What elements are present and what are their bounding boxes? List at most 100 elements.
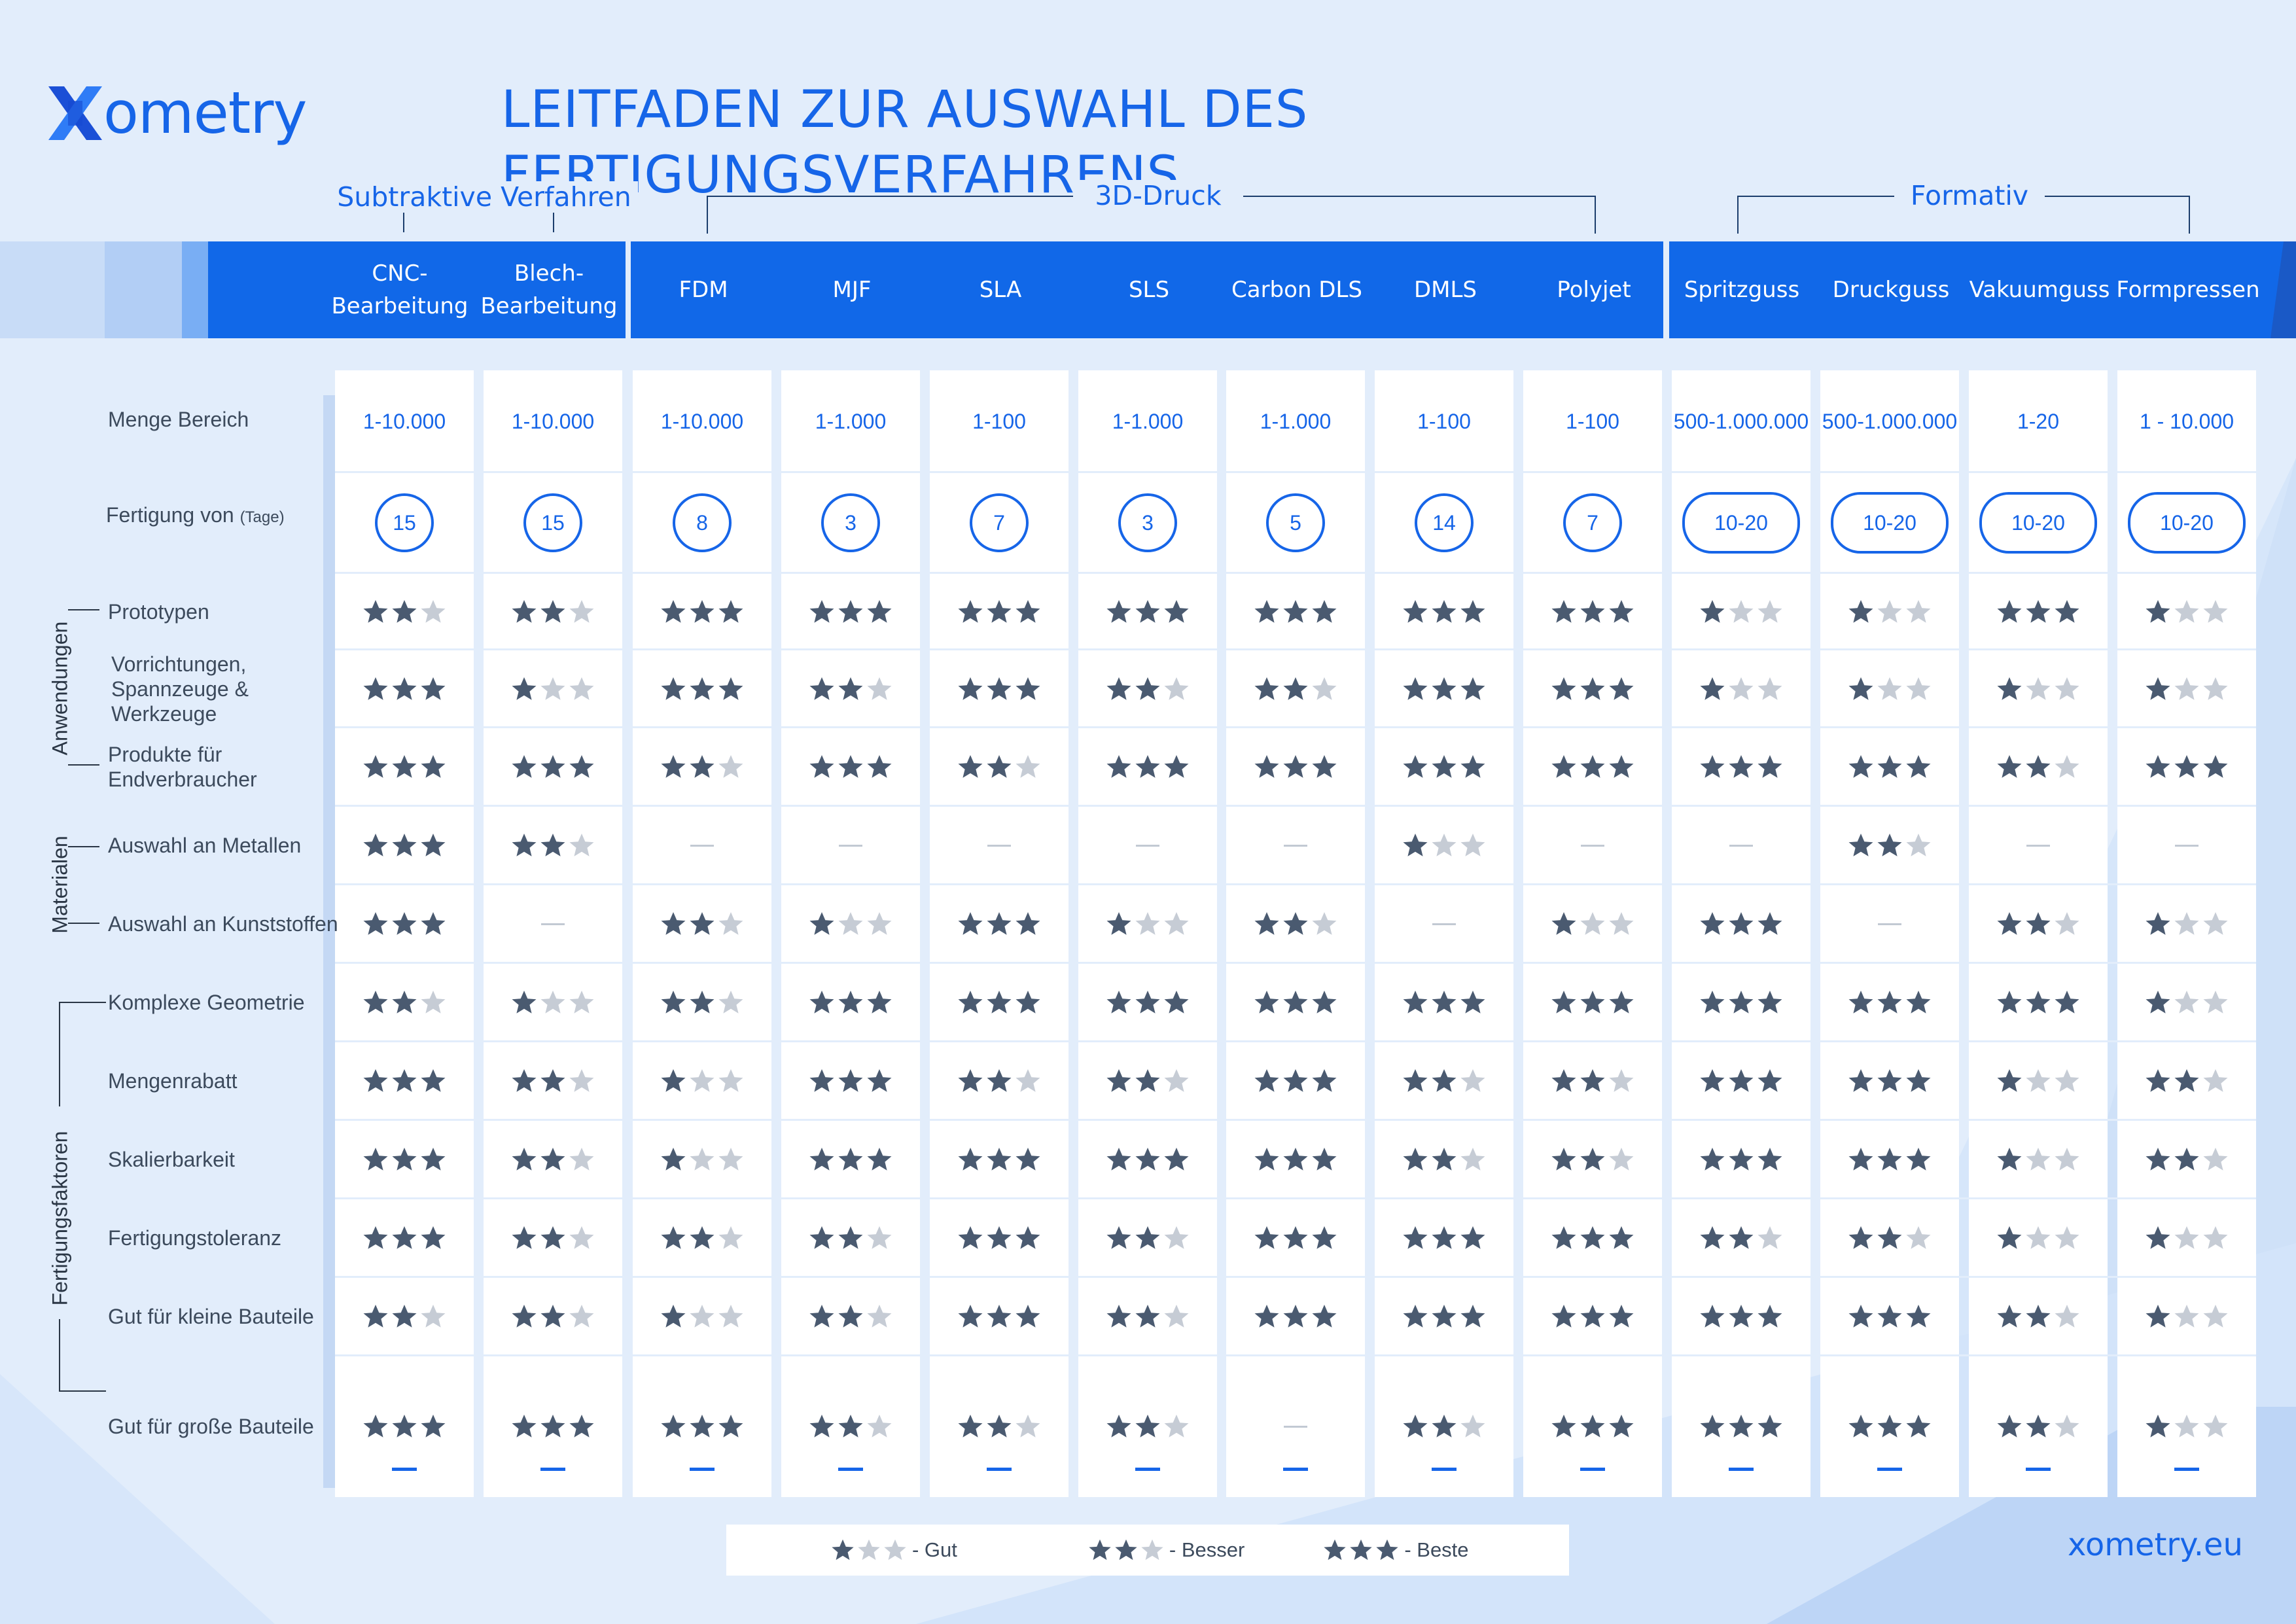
star-filled-icon xyxy=(987,599,1012,623)
star-filled-icon xyxy=(1432,991,1457,1014)
days-badge: 15 xyxy=(375,493,434,552)
rating-cell xyxy=(1672,1356,1810,1497)
star-empty-icon xyxy=(2055,1069,2079,1092)
star-empty-icon xyxy=(1016,755,1040,778)
star-filled-icon xyxy=(2174,1069,2199,1092)
star-filled-icon xyxy=(1551,755,1576,778)
star-filled-icon xyxy=(1997,755,2022,778)
rating-cell xyxy=(930,1199,1069,1277)
star-empty-icon xyxy=(1609,1148,1634,1171)
star-filled-icon xyxy=(363,1226,388,1249)
days-cell: 5 xyxy=(1226,472,1365,573)
rating-cell xyxy=(633,650,771,728)
days-badge: 3 xyxy=(821,493,880,552)
rating-stars xyxy=(1254,1303,1337,1330)
star-filled-icon xyxy=(512,1069,537,1092)
rating-stars xyxy=(1699,676,1783,702)
rating-stars xyxy=(362,1225,446,1251)
rating-cell xyxy=(484,1199,622,1277)
rating-stars xyxy=(1402,676,1486,702)
star-filled-icon xyxy=(1997,1226,2022,1249)
star-filled-icon xyxy=(540,1415,565,1438)
star-filled-icon xyxy=(1700,677,1725,700)
star-filled-icon xyxy=(1403,755,1428,778)
not-applicable-dash xyxy=(2175,844,2199,847)
rating-stars xyxy=(1254,1146,1337,1173)
rating-stars xyxy=(362,832,446,858)
rating-stars xyxy=(1996,1303,2080,1330)
column-end-dash xyxy=(690,1467,715,1471)
column-header: Polyjet xyxy=(1557,277,1631,303)
star-filled-icon xyxy=(2146,1305,2170,1328)
row-divider xyxy=(335,726,2256,728)
rating-cell xyxy=(1969,650,2108,728)
rating-cell xyxy=(1820,650,1959,728)
column-end-marker xyxy=(781,1439,920,1498)
star-filled-icon xyxy=(987,1069,1012,1092)
rating-stars xyxy=(1106,1146,1190,1173)
column-header: Spritzguss xyxy=(1684,277,1800,303)
star-filled-icon xyxy=(1729,1305,1754,1328)
star-filled-icon xyxy=(421,1069,446,1092)
column-header: CNC- Bearbeitung xyxy=(331,260,468,319)
days-cell: 7 xyxy=(1523,472,1662,573)
rating-stars xyxy=(511,832,595,858)
legend-label: - Besser xyxy=(1169,1538,1245,1561)
rating-stars xyxy=(957,754,1041,780)
star-filled-icon xyxy=(421,755,446,778)
rating-stars xyxy=(1996,989,2080,1015)
star-filled-icon xyxy=(1016,912,1040,935)
star-filled-icon xyxy=(1135,755,1160,778)
star-filled-icon xyxy=(1016,1148,1040,1171)
rating-cell xyxy=(335,1356,474,1497)
rating-stars xyxy=(660,1225,744,1251)
rating-stars xyxy=(1106,1303,1190,1330)
star-empty-icon xyxy=(1906,834,1931,856)
star-filled-icon xyxy=(363,991,388,1014)
rating-cell xyxy=(1672,806,1810,885)
rating-stars xyxy=(1848,676,1932,702)
rating-cell xyxy=(1820,885,1959,963)
star-filled-icon xyxy=(958,991,983,1014)
row-divider xyxy=(335,962,2256,964)
logo-wordmark: ometry xyxy=(103,79,307,147)
row-label-rating: Auswahl an Kunststoffen xyxy=(108,912,338,936)
star-empty-icon xyxy=(1757,677,1782,700)
star-empty-icon xyxy=(1460,1148,1485,1171)
star-filled-icon xyxy=(1609,677,1634,700)
rating-cell xyxy=(1672,650,1810,728)
star-filled-icon xyxy=(512,834,537,856)
website-link[interactable]: xometry.eu xyxy=(2068,1527,2243,1563)
rating-cell xyxy=(335,728,474,806)
star-filled-icon xyxy=(1283,755,1308,778)
column-end-dash xyxy=(1580,1467,1605,1471)
star-filled-icon xyxy=(1997,991,2022,1014)
column-end-dash xyxy=(987,1467,1012,1471)
header-band-3d-druck xyxy=(631,241,1663,338)
star-filled-icon xyxy=(1312,1148,1337,1171)
star-filled-icon xyxy=(1106,1415,1131,1438)
star-empty-icon xyxy=(2174,599,2199,623)
star-filled-icon xyxy=(1403,1415,1428,1438)
rating-stars xyxy=(1848,1413,1932,1439)
star-filled-icon xyxy=(540,1069,565,1092)
star-filled-icon xyxy=(1997,599,2022,623)
star-filled-icon xyxy=(2174,755,2199,778)
star-filled-icon xyxy=(1254,1148,1279,1171)
rating-stars xyxy=(1551,911,1634,937)
star-filled-icon xyxy=(392,1148,417,1171)
row-label-quantity: Menge Bereich xyxy=(108,408,249,431)
star-filled-icon xyxy=(2146,599,2170,623)
row-divider xyxy=(335,1040,2256,1042)
category-connector xyxy=(68,923,99,924)
rating-cell xyxy=(1969,963,2108,1042)
star-filled-icon xyxy=(838,1069,863,1092)
rating-stars xyxy=(511,754,595,780)
star-filled-icon xyxy=(1848,834,1873,856)
row-divider xyxy=(335,1276,2256,1278)
rating-stars xyxy=(1402,1225,1486,1251)
column-header: FDM xyxy=(679,277,728,303)
star-filled-icon xyxy=(1580,1148,1605,1171)
rating-stars xyxy=(809,911,892,937)
header-band-formativ xyxy=(1669,241,2296,338)
